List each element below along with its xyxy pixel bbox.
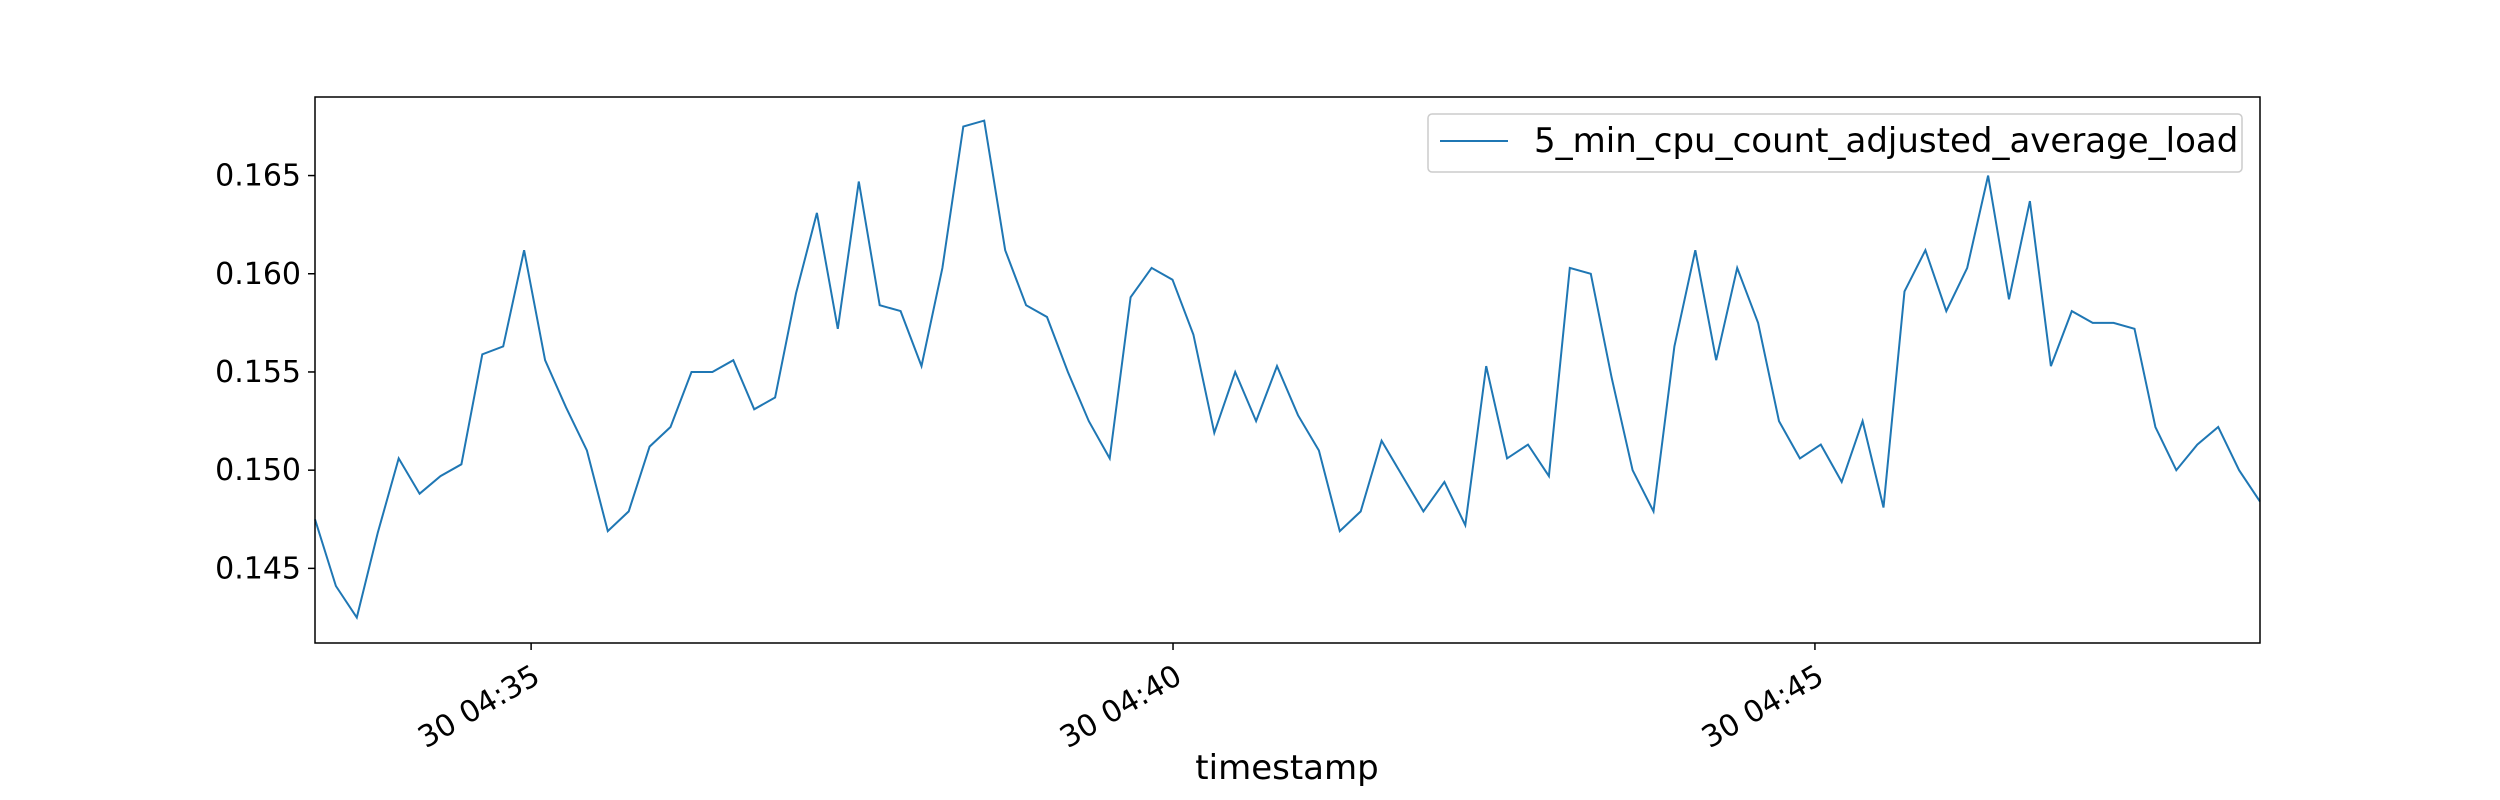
y-tick-label: 0.165 xyxy=(215,159,301,194)
y-tick-label: 0.155 xyxy=(215,355,301,390)
legend: 5_min_cpu_count_adjusted_average_load xyxy=(1427,113,2243,173)
x-axis: 30 04:35 30 04:40 30 04:45 xyxy=(412,643,1830,756)
y-tick-label: 0.150 xyxy=(215,453,301,488)
plot-frame xyxy=(314,96,2261,644)
legend-box xyxy=(1427,113,2243,173)
x-axis-title: timestamp xyxy=(1195,748,1378,788)
x-tick-label: 30 04:45 xyxy=(1696,658,1830,755)
x-tick-label: 30 04:40 xyxy=(1054,658,1188,755)
x-tick-label: 30 04:35 xyxy=(412,658,546,755)
y-tick-label: 0.145 xyxy=(215,551,301,586)
series-line xyxy=(314,119,2261,620)
plot-area xyxy=(314,119,2261,620)
y-axis: 0.145 0.150 0.155 0.160 0.165 xyxy=(215,159,315,586)
y-tick-label: 0.160 xyxy=(215,257,301,292)
legend-label: 5_min_cpu_count_adjusted_average_load xyxy=(1534,121,2238,161)
